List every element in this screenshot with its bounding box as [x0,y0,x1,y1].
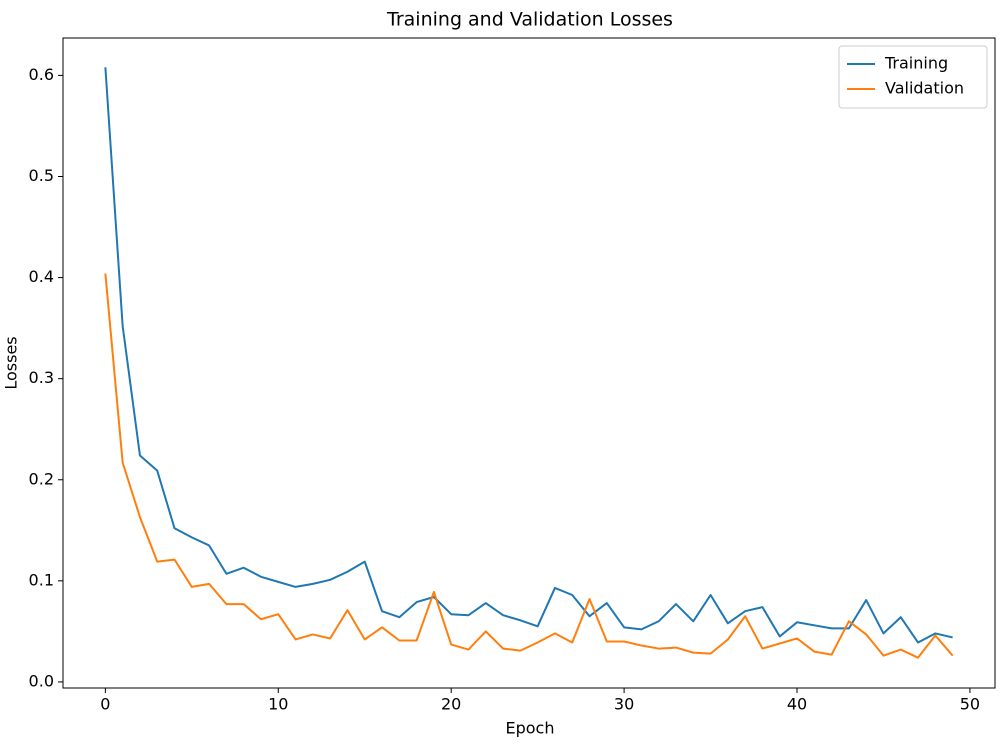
x-tick-label: 50 [960,695,980,714]
line-series [104,273,954,659]
x-tick-label: 30 [614,695,634,714]
chart-title: Training and Validation Losses [386,9,673,31]
y-tick-label: 0.0 [29,671,54,690]
x-tick-label: 0 [100,695,110,714]
x-axis-label: Epoch [506,719,555,738]
legend-label: Validation [885,79,964,98]
plot-frame [62,37,996,689]
x-tick-label: 10 [268,695,288,714]
x-tick-label: 40 [787,695,807,714]
x-tick-label: 20 [441,695,461,714]
y-tick-label: 0.4 [29,267,54,286]
y-tick-label: 0.3 [29,368,54,387]
y-axis-label: Losses [2,336,21,389]
y-tick-label: 0.5 [29,166,54,185]
legend-label: Training [884,54,948,73]
legend-box [838,45,988,109]
line-series [104,67,953,644]
y-tick-label: 0.6 [29,65,54,84]
y-tick-label: 0.2 [29,469,54,488]
y-tick-label: 0.1 [29,570,54,589]
